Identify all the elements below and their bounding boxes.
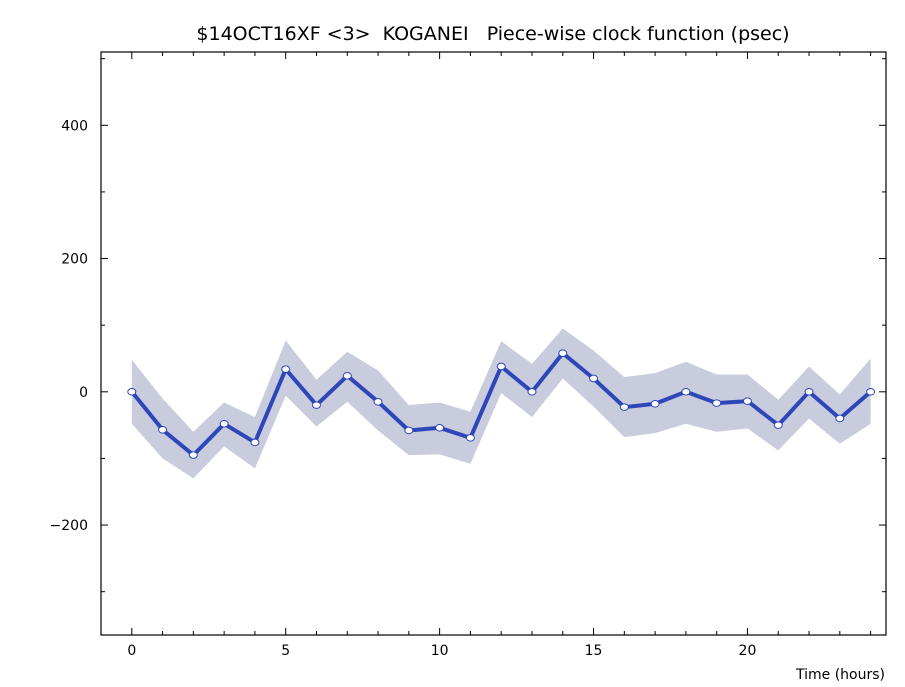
x-tick-label: 0	[127, 643, 136, 659]
data-point	[127, 388, 137, 396]
data-point	[589, 374, 599, 383]
data-point	[527, 388, 537, 396]
x-tick-label: 10	[431, 643, 449, 659]
data-point	[158, 425, 168, 434]
y-tick-label: −200	[50, 518, 88, 534]
data-point	[558, 349, 568, 357]
x-tick-label: 20	[739, 643, 757, 659]
chart-title: $14OCT16XF <3> KOGANEI Piece-wise clock …	[196, 23, 789, 45]
data-point	[835, 414, 845, 423]
data-point	[188, 451, 198, 459]
data-point	[650, 399, 660, 408]
data-point	[681, 388, 691, 396]
data-point	[773, 421, 783, 429]
x-axis-label: Time (hours)	[795, 667, 885, 683]
data-point	[435, 423, 445, 432]
confidence-band-layer	[131, 328, 871, 479]
data-point	[281, 365, 291, 373]
data-point	[465, 433, 475, 442]
plot-frame	[100, 51, 887, 636]
axis-ticks	[101, 52, 886, 635]
y-tick-label: 0	[79, 385, 88, 401]
data-point	[804, 388, 814, 396]
data-point	[373, 398, 383, 406]
data-point	[496, 362, 506, 371]
data-point	[712, 399, 722, 407]
data-point	[342, 372, 352, 380]
x-tick-label: 15	[585, 643, 603, 659]
data-point	[219, 419, 229, 428]
y-tick-label: 200	[61, 252, 88, 268]
marker-layer	[127, 349, 876, 459]
data-point	[866, 388, 876, 396]
data-point	[619, 403, 629, 411]
axis-tick-labels: 0 5 10 15 20 400 200 0 −200	[50, 118, 757, 659]
confidence-band	[131, 328, 871, 479]
y-tick-label: 400	[61, 118, 88, 134]
data-point	[311, 401, 321, 409]
data-point	[742, 397, 752, 405]
x-tick-label: 5	[281, 643, 290, 659]
data-point	[250, 438, 260, 447]
data-point	[404, 426, 414, 435]
